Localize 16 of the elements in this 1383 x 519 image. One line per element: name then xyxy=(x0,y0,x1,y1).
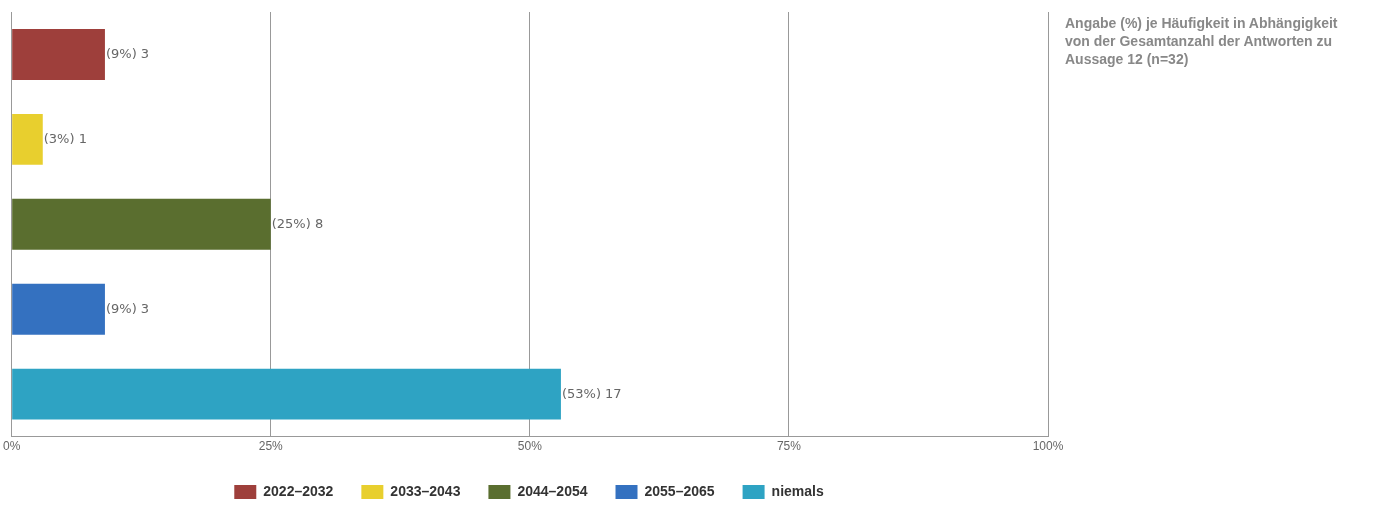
data-label: (9%) 3 xyxy=(105,45,150,61)
x-tick-label: 50% xyxy=(517,439,543,454)
legend-label: 2055–2065 xyxy=(644,482,715,499)
data-label: (3%) 1 xyxy=(43,130,87,146)
text: Angabe (%) je Häufigkeit in Abhängigkeit von der Gesamtanzahl der Antworten zu Aussage 12 (n=32) xyxy=(1065,14,1339,68)
legend-label: 2044–2054 xyxy=(517,482,588,499)
x-tick-label: 100% xyxy=(1032,439,1064,454)
data-label: (9%) 3 xyxy=(105,300,150,316)
legend-label: 2022–2032 xyxy=(263,482,334,499)
legend-label: niemals xyxy=(771,482,824,499)
data-label: (53%) 17 xyxy=(561,385,622,401)
legend-label: 2033–2043 xyxy=(390,482,461,499)
x-tick-label: 0% xyxy=(3,439,21,454)
x-tick-label: 25% xyxy=(258,439,284,454)
data-label: (25%) 8 xyxy=(271,215,324,231)
x-tick-label: 75% xyxy=(776,439,802,454)
